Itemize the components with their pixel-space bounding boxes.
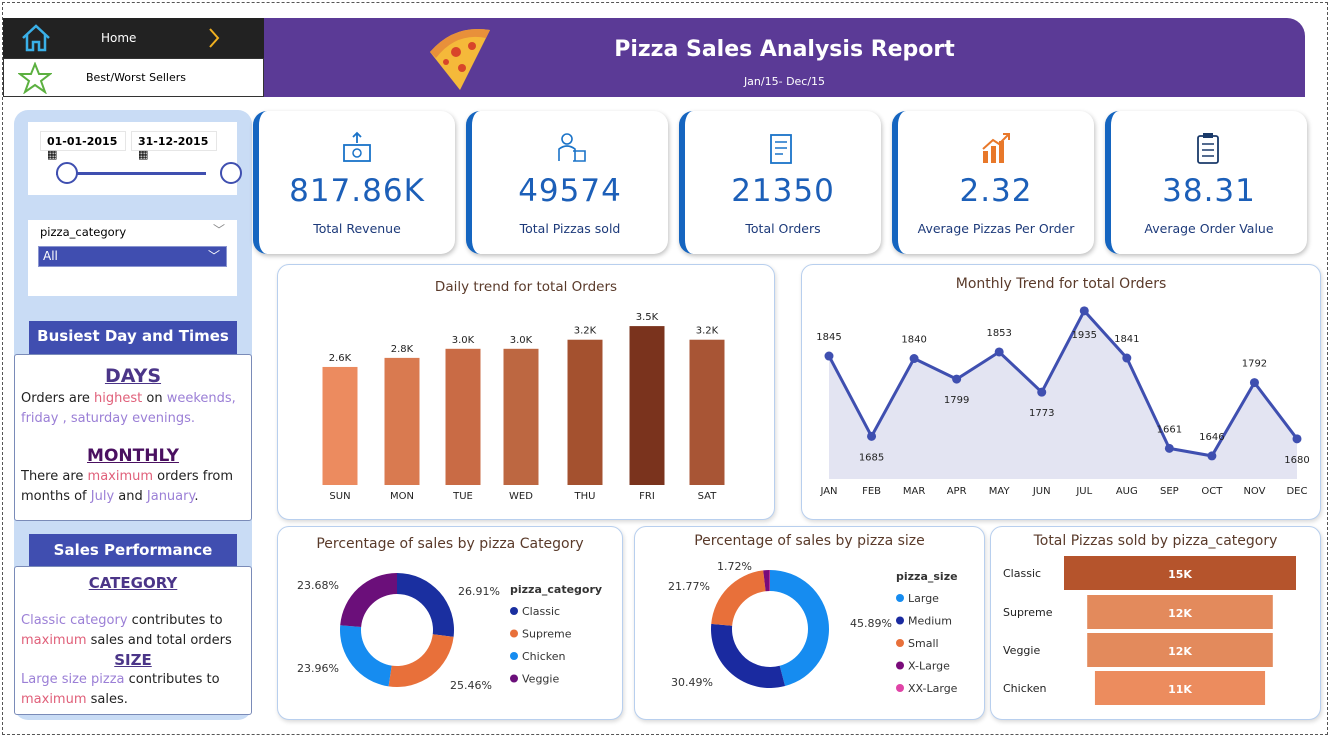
money-icon (343, 131, 371, 162)
chart-title: Percentage of sales by pizza Category (316, 536, 584, 552)
chart-title: Daily trend for total Orders (434, 279, 618, 295)
chart-title: Percentage of sales by pizza size (694, 533, 925, 549)
category-slicer: pizza_category ﹀ All ﹀ (28, 220, 237, 296)
sales-performance-textbox: CATEGORY Classic category contributes to… (14, 566, 252, 715)
monthly-title: MONTHLY (87, 446, 179, 466)
chart-title: Total Pizzas sold by pizza_category (1033, 533, 1278, 549)
kpi-label: Average Order Value (1144, 221, 1274, 236)
days-text: Orders are highest on weekends, friday ,… (21, 391, 236, 426)
calendar-icon[interactable]: ▦ (138, 148, 149, 161)
kpi-value: 817.86K (289, 173, 425, 209)
kpi-value: 38.31 (1162, 173, 1256, 209)
chart-title: Monthly Trend for total Orders (955, 276, 1167, 292)
kpi-label: Total Revenue (313, 221, 401, 236)
kpi-card: 2.32 Average Pizzas Per Order (892, 111, 1094, 254)
size-donut-chart: Percentage of sales by pizza size (634, 526, 985, 720)
daily-orders-chart: Daily trend for total Orders (277, 264, 775, 520)
pizza-slice-icon (430, 28, 490, 90)
nav-best-worst-label: Best/Worst Sellers (86, 71, 186, 84)
kpi-value: 2.32 (959, 173, 1033, 209)
size-text: Large size pizza contributes to maximum … (21, 672, 220, 707)
category-text: Classic category contributes to maximum … (21, 613, 232, 648)
category-donut-chart: Percentage of sales by pizza Category (277, 526, 623, 720)
chevron-down-icon: ﹀ (207, 249, 220, 263)
chart-growth-icon (982, 133, 1010, 163)
kpi-card: 49574 Total Pizzas sold (466, 111, 668, 254)
star-icon (18, 61, 52, 94)
monthly-orders-chart: Monthly Trend for total Orders (801, 264, 1321, 520)
kpi-label: Average Pizzas Per Order (917, 221, 1075, 236)
category-title: CATEGORY (88, 574, 178, 592)
delivery-icon (558, 133, 586, 162)
calendar-icon[interactable]: ▦ (47, 148, 58, 161)
category-dropdown-value: All (43, 249, 58, 263)
date-start-value: 01-01-2015 (47, 135, 118, 148)
nav-home-button[interactable]: Home (3, 18, 264, 58)
kpi-value: 49574 (518, 173, 622, 209)
header-banner: Pizza Sales Analysis Report Jan/15- Dec/… (264, 18, 1305, 97)
order-list-icon (770, 134, 792, 164)
date-slider-end-handle[interactable] (220, 162, 242, 184)
size-title: SIZE (114, 651, 152, 669)
chevron-down-icon[interactable]: ﹀ (212, 223, 225, 237)
kpi-value: 21350 (731, 173, 835, 209)
kpi-label: Total Pizzas sold (519, 221, 621, 236)
sales-performance-header: Sales Performance (29, 534, 237, 566)
date-end-value: 31-12-2015 (138, 135, 209, 148)
kpi-card: 38.31 Average Order Value (1105, 111, 1307, 254)
monthly-text: There are maximum orders from months of … (21, 469, 234, 504)
days-title: DAYS (104, 365, 162, 387)
date-start-input[interactable]: 01-01-2015 ▦ (40, 131, 126, 161)
busiest-textbox: DAYS Orders are highest on weekends, fri… (14, 354, 252, 521)
date-slicer: 01-01-2015 ▦ 31-12-2015 ▦ (28, 122, 242, 195)
kpi-card: 21350 Total Orders (679, 111, 881, 254)
kpi-label: Total Orders (745, 221, 821, 236)
nav-home-label: Home (101, 31, 137, 45)
date-slider-start-handle[interactable] (56, 162, 78, 184)
navigation: Home Best/Worst Sellers (3, 18, 264, 97)
busiest-header: Busiest Day and Times (29, 321, 237, 354)
report-title: Pizza Sales Analysis Report (614, 37, 955, 62)
report-subtitle: Jan/15- Dec/15 (743, 75, 826, 88)
chevron-right-icon[interactable] (207, 27, 221, 49)
home-icon (22, 24, 50, 52)
nav-best-worst-button[interactable]: Best/Worst Sellers (3, 58, 264, 97)
date-slider-track[interactable] (56, 172, 206, 175)
date-end-input[interactable]: 31-12-2015 ▦ (131, 131, 217, 161)
category-dropdown[interactable]: All ﹀ (38, 246, 227, 267)
clipboard-icon (1197, 133, 1219, 164)
kpi-card: 817.86K Total Revenue (253, 111, 455, 254)
category-slicer-label: pizza_category (40, 225, 127, 239)
category-funnel-chart: Total Pizzas sold by pizza_category (990, 526, 1321, 720)
